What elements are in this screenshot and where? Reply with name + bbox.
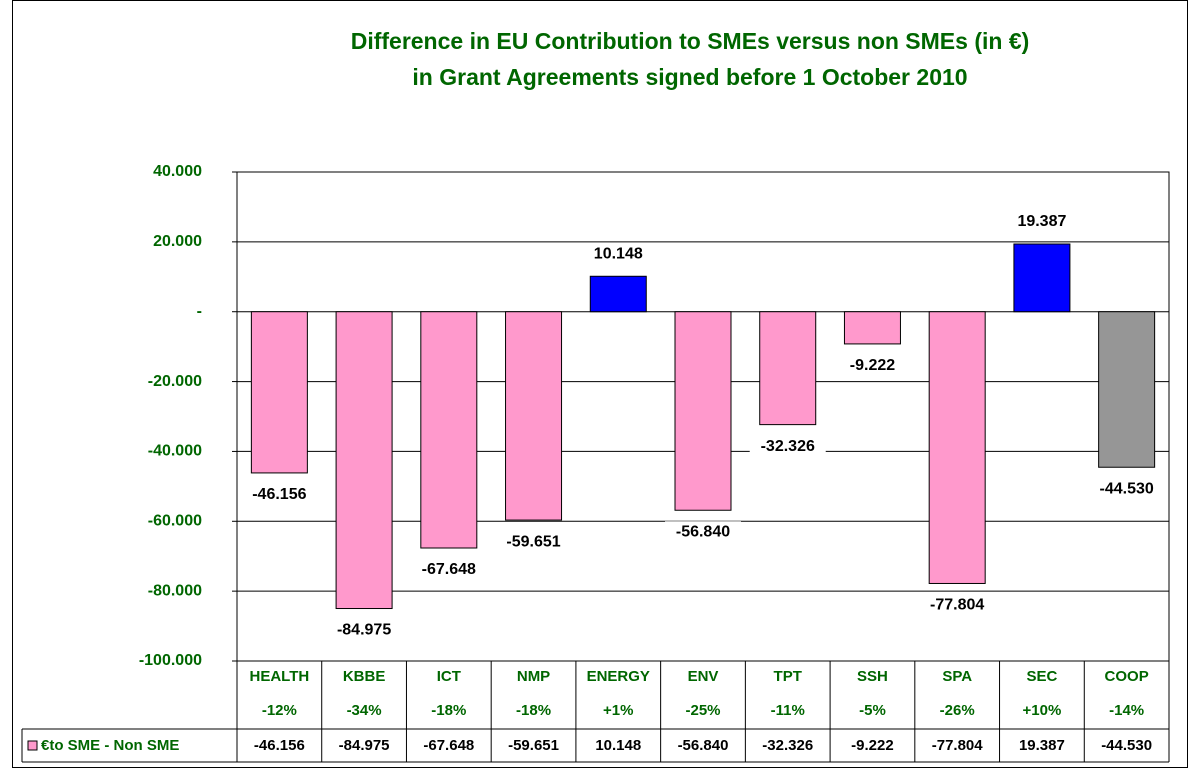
table-value: -67.648 bbox=[423, 737, 474, 754]
bar bbox=[335, 311, 393, 610]
y-tick-label: -80.000 bbox=[148, 582, 202, 599]
x-tick-sublabel: -11% bbox=[771, 702, 805, 719]
data-label: 10.148 bbox=[594, 245, 643, 262]
x-tick-sublabel: -25% bbox=[685, 702, 720, 719]
table-value: -46.156 bbox=[254, 737, 305, 754]
bar bbox=[843, 311, 901, 345]
x-tick-label: ENV bbox=[688, 668, 719, 685]
x-tick-label: COOP bbox=[1105, 668, 1149, 685]
x-tick-label: ENERGY bbox=[587, 668, 650, 685]
table-value: -84.975 bbox=[339, 737, 390, 754]
bar bbox=[759, 311, 817, 426]
data-label: -44.530 bbox=[1100, 480, 1154, 497]
bar bbox=[674, 311, 732, 511]
x-tick-label: ICT bbox=[437, 668, 461, 685]
y-tick-label: -100.000 bbox=[139, 652, 202, 669]
data-label-bg bbox=[241, 483, 318, 506]
x-tick-label: TPT bbox=[774, 668, 802, 685]
legend-key bbox=[27, 740, 38, 751]
bar bbox=[1098, 311, 1156, 468]
data-label: -77.804 bbox=[930, 597, 984, 614]
table-value: -59.651 bbox=[508, 737, 559, 754]
x-tick-sublabel: -14% bbox=[1109, 702, 1144, 719]
x-tick-label: KBBE bbox=[343, 668, 386, 685]
table-value: 19.387 bbox=[1019, 737, 1065, 754]
data-label: -67.648 bbox=[422, 561, 476, 578]
data-label: 19.387 bbox=[1017, 213, 1066, 230]
data-label: -56.840 bbox=[676, 523, 730, 540]
x-tick-sublabel: -18% bbox=[516, 702, 551, 719]
bar bbox=[250, 311, 308, 474]
data-label-bg bbox=[1088, 478, 1165, 501]
data-label-bg bbox=[919, 594, 996, 617]
bar bbox=[589, 275, 647, 313]
data-label: -84.975 bbox=[337, 622, 391, 639]
table-value: 10.148 bbox=[595, 737, 641, 754]
table-value: -44.530 bbox=[1101, 737, 1152, 754]
bar bbox=[505, 311, 563, 521]
table-value: -77.804 bbox=[932, 737, 984, 754]
y-tick-label: -60.000 bbox=[148, 513, 202, 530]
x-tick-label: SPA bbox=[942, 668, 972, 685]
data-label-bg bbox=[834, 354, 911, 377]
chart-title: Difference in EU Contribution to SMEs ve… bbox=[351, 28, 1030, 54]
y-tick-label: 40.000 bbox=[153, 163, 202, 180]
data-label-bg bbox=[749, 435, 826, 458]
x-tick-sublabel: -34% bbox=[347, 702, 382, 719]
table-value: -56.840 bbox=[678, 737, 729, 754]
y-tick-label: 20.000 bbox=[153, 233, 202, 250]
data-label: -59.651 bbox=[506, 533, 560, 550]
table-value: -32.326 bbox=[762, 737, 813, 754]
x-tick-label: SEC bbox=[1026, 668, 1057, 685]
data-label-bg bbox=[326, 619, 403, 642]
y-tick-label: - bbox=[197, 303, 202, 320]
bar bbox=[928, 311, 986, 584]
x-tick-sublabel: +1% bbox=[603, 702, 633, 719]
bar bbox=[420, 311, 478, 549]
x-tick-sublabel: -26% bbox=[940, 702, 975, 719]
x-tick-sublabel: +10% bbox=[1023, 702, 1062, 719]
data-label-bg bbox=[665, 521, 741, 544]
legend-label: €to SME - Non SME bbox=[41, 737, 179, 754]
data-label-bg bbox=[580, 243, 657, 266]
table-value: -9.222 bbox=[851, 737, 894, 754]
data-label-bg bbox=[1003, 210, 1080, 233]
data-label-bg bbox=[495, 531, 572, 554]
data-label: -46.156 bbox=[252, 486, 306, 503]
y-tick-label: -20.000 bbox=[148, 373, 202, 390]
data-label: -9.222 bbox=[850, 357, 895, 374]
x-tick-label: HEALTH bbox=[250, 668, 310, 685]
y-tick-label: -40.000 bbox=[148, 443, 202, 460]
x-tick-label: NMP bbox=[517, 668, 550, 685]
x-tick-label: SSH bbox=[857, 668, 888, 685]
bar bbox=[1013, 243, 1071, 313]
x-tick-sublabel: -12% bbox=[262, 702, 297, 719]
chart-title: in Grant Agreements signed before 1 Octo… bbox=[412, 64, 967, 90]
x-tick-sublabel: -5% bbox=[859, 702, 886, 719]
data-label: -32.326 bbox=[761, 438, 815, 455]
x-tick-sublabel: -18% bbox=[431, 702, 466, 719]
data-label-bg bbox=[410, 558, 487, 581]
